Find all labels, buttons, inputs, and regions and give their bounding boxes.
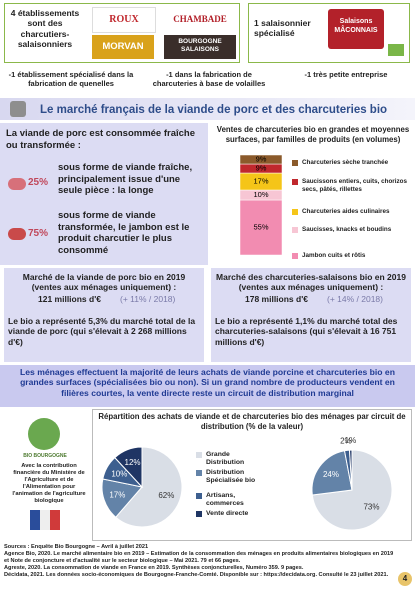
- legend-label: Vente directe: [206, 510, 249, 517]
- legend-label: Charcuteries sèche tranchée: [302, 159, 389, 166]
- title-band: [0, 98, 415, 120]
- icon: [10, 101, 26, 117]
- icon: [8, 228, 26, 240]
- bullet: -1 très petite entreprise: [304, 70, 388, 79]
- market-change: (+ 11% / 2018): [120, 294, 176, 304]
- pie-slice: [114, 446, 143, 489]
- bio-label: [388, 44, 404, 56]
- value-label: 9%: [256, 163, 267, 172]
- value-label: 1%: [345, 436, 357, 445]
- value-label: 73%: [363, 502, 379, 511]
- value-label: 62%: [158, 491, 174, 500]
- source: Décidata, 2021. Les données socio-économ…: [4, 572, 389, 578]
- logo: CHAMBADE: [173, 14, 227, 24]
- header-right-text: 1 salaisonnier spécialisé: [254, 18, 311, 39]
- legend-swatch: [292, 227, 298, 233]
- bar-segment: [239, 199, 283, 256]
- share-text: sous forme de viande fraîche, principale…: [58, 162, 193, 197]
- header-right-box: [248, 3, 410, 63]
- value-label: 24%: [323, 470, 339, 479]
- sponsor-text: Avec la contribution financière du Minis…: [12, 463, 86, 505]
- bar-segment: [239, 154, 283, 165]
- legend-swatch: [196, 511, 202, 517]
- logo-text: BIO BOURGOGNE: [23, 453, 67, 459]
- header-left-box: [4, 3, 240, 63]
- legend-label: Saucisses, knacks et boudins: [302, 226, 392, 233]
- share: 25%: [28, 177, 49, 188]
- value-label: 9%: [256, 154, 267, 163]
- value-label: 10%: [111, 469, 127, 478]
- page-number: 4: [402, 574, 408, 583]
- value-label: 17%: [109, 490, 125, 499]
- value-label: 2%: [340, 436, 352, 445]
- legend-swatch: [196, 493, 202, 499]
- value-label: 55%: [253, 222, 268, 231]
- legend-label: Charcuteries aides culinaires: [302, 208, 390, 215]
- pie-box: [92, 409, 412, 541]
- logo: BOURGOGNE SALAISONS: [164, 35, 236, 59]
- page-badge: [398, 572, 412, 586]
- legend-label: Saucissons entiers, cuits, chorizos secs…: [302, 178, 407, 193]
- pie-chart-title: Répartition des achats de viande et de c…: [98, 412, 406, 431]
- legend-label: Jambon cuits et rôtis: [302, 252, 366, 259]
- legend-swatch: [292, 209, 298, 215]
- summary: Les ménages effectuent la majorité de le…: [20, 367, 395, 398]
- bar-chart-title: Ventes de charcuteries bio en grandes et…: [216, 125, 410, 144]
- flag: [50, 510, 60, 530]
- source: Agreste, 2020. La consommation de viande…: [4, 565, 304, 571]
- share: 75%: [28, 228, 49, 239]
- summary-band: [0, 365, 415, 407]
- market-title: Marché des charcuteries-salaisons bio en…: [216, 272, 406, 293]
- bio-bourgogne-logo: [28, 418, 60, 450]
- market-change: (+ 14% / 2018): [327, 294, 383, 304]
- market-box: [211, 268, 411, 362]
- icon: [8, 178, 26, 190]
- value-label: 12%: [125, 458, 141, 467]
- bullet: -1 dans la fabrication de charcuteries à…: [152, 70, 266, 89]
- value-label: 10%: [253, 190, 268, 199]
- section-title: Le marché français de la viande de porc …: [40, 104, 388, 116]
- legend-label: Grande Distribution: [206, 451, 245, 467]
- legend-label: Artisans, commerces: [206, 492, 244, 508]
- legend-label: Distribution Spécialisée bio: [206, 469, 256, 485]
- market-title: Marché de la viande de porc bio en 2019 …: [22, 272, 186, 293]
- market-share: Le bio a représenté 5,3% du marché total…: [8, 316, 196, 347]
- legend-swatch: [292, 253, 298, 259]
- market-box: [4, 268, 204, 362]
- source: Sources : Enquête Bio Bourgogne – Avril …: [4, 544, 149, 550]
- market-share: Le bio a représenté 1,1% du marché total…: [215, 316, 398, 347]
- flag: [30, 510, 40, 530]
- header-left-text: 4 établissements sont des charcutiers-sa…: [10, 8, 80, 50]
- pie-slice: [115, 446, 183, 528]
- logo: Salaisons MÂCONNAIS: [328, 9, 384, 49]
- legend-swatch: [196, 470, 202, 476]
- legend-swatch: [196, 452, 202, 458]
- logo: MORVAN: [92, 35, 154, 59]
- bullet: -1 établissement spécialisé dans la fabr…: [8, 70, 134, 89]
- flag: [40, 510, 50, 530]
- share-text: sous forme de viande transformée, le jam…: [58, 210, 190, 256]
- market-amount: 178 millions d'€: [245, 294, 308, 304]
- pie-slice: [348, 449, 353, 491]
- pie-slice: [311, 450, 353, 496]
- consumption-intro: La viande de porc est consommée fraîche …: [6, 128, 196, 151]
- pie-slice: [101, 478, 143, 518]
- value-label: 17%: [253, 176, 268, 185]
- logo: ROUX: [92, 7, 156, 33]
- source: Agence Bio, 2020. Le marché alimentaire …: [4, 551, 394, 564]
- market-amount: 121 millions d'€: [38, 294, 101, 304]
- consumption-panel: [0, 123, 208, 265]
- legend-swatch: [292, 160, 298, 166]
- legend-swatch: [292, 179, 298, 185]
